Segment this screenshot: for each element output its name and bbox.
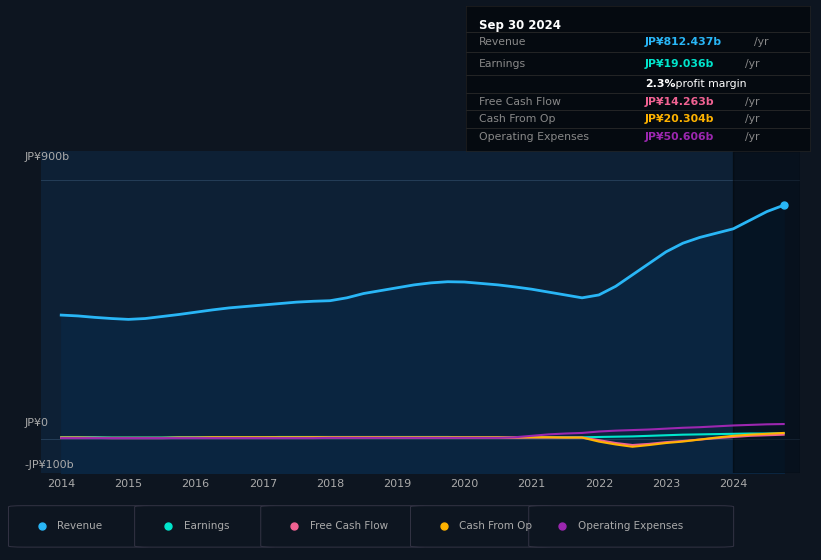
Text: Sep 30 2024: Sep 30 2024 <box>479 18 562 32</box>
Text: Cash From Op: Cash From Op <box>479 114 556 124</box>
Text: /yr: /yr <box>745 59 759 69</box>
Bar <box>733 151 800 473</box>
FancyBboxPatch shape <box>8 506 150 547</box>
Text: /yr: /yr <box>745 97 759 107</box>
FancyBboxPatch shape <box>410 506 553 547</box>
Text: Free Cash Flow: Free Cash Flow <box>479 97 562 107</box>
Text: Earnings: Earnings <box>184 521 229 531</box>
Text: Operating Expenses: Operating Expenses <box>479 132 589 142</box>
Text: JP¥50.606b: JP¥50.606b <box>644 132 714 142</box>
Text: Operating Expenses: Operating Expenses <box>578 521 683 531</box>
Text: JP¥14.263b: JP¥14.263b <box>644 97 714 107</box>
Text: /yr: /yr <box>745 114 759 124</box>
Text: 2.3%: 2.3% <box>644 79 676 89</box>
Text: JP¥20.304b: JP¥20.304b <box>644 114 714 124</box>
Text: JP¥812.437b: JP¥812.437b <box>644 37 722 47</box>
FancyBboxPatch shape <box>135 506 277 547</box>
FancyBboxPatch shape <box>261 506 426 547</box>
Text: Revenue: Revenue <box>57 521 103 531</box>
Text: -JP¥100b: -JP¥100b <box>25 460 74 470</box>
Text: JP¥900b: JP¥900b <box>25 152 70 162</box>
FancyBboxPatch shape <box>529 506 734 547</box>
Text: Earnings: Earnings <box>479 59 526 69</box>
Text: Revenue: Revenue <box>479 37 527 47</box>
Text: /yr: /yr <box>754 37 769 47</box>
Text: JP¥19.036b: JP¥19.036b <box>644 59 714 69</box>
Text: Cash From Op: Cash From Op <box>460 521 532 531</box>
Text: profit margin: profit margin <box>672 79 747 89</box>
Text: Free Cash Flow: Free Cash Flow <box>310 521 388 531</box>
Text: JP¥0: JP¥0 <box>25 418 48 428</box>
Text: /yr: /yr <box>745 132 759 142</box>
